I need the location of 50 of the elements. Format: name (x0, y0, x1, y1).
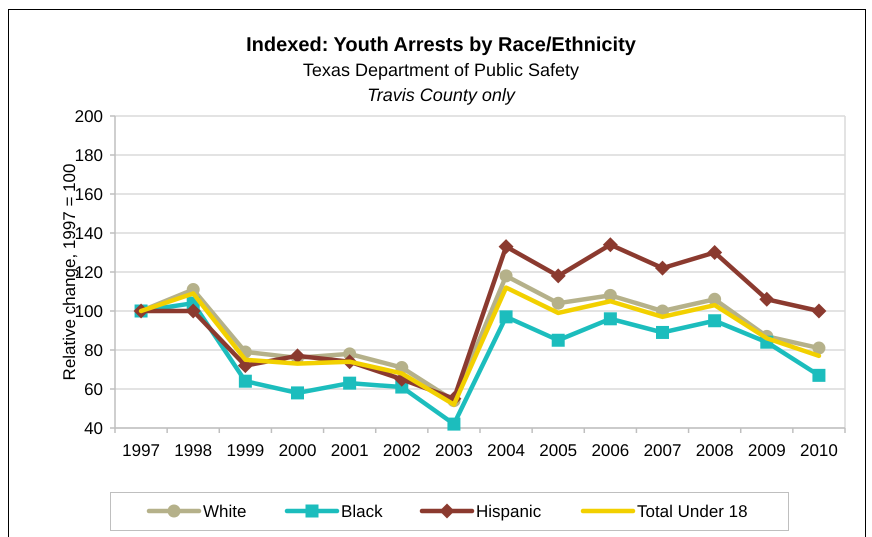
point (290, 348, 305, 364)
x-tick-label: 2000 (278, 441, 316, 460)
y-tick-label: 180 (74, 146, 103, 165)
x-tick-label: 2005 (539, 441, 578, 460)
point (708, 314, 722, 328)
legend-label: Hispanic (476, 502, 542, 521)
x-tick-label: 2010 (800, 441, 838, 460)
y-tick-label: 160 (74, 185, 103, 204)
point (550, 268, 566, 284)
x-tick-label: 2008 (696, 441, 734, 460)
point (500, 310, 513, 324)
x-tick-label: 2006 (591, 441, 630, 460)
legend-label: Total Under 18 (637, 502, 748, 521)
point (707, 245, 722, 260)
y-tick-label: 80 (84, 341, 103, 360)
chart-title: Indexed: Youth Arrests by Race/Ethnicity (246, 34, 637, 56)
point (447, 418, 460, 431)
point (186, 304, 201, 318)
y-tick-label: 200 (74, 107, 103, 126)
legend-label: Black (341, 502, 384, 521)
point (552, 334, 565, 347)
point (238, 374, 252, 388)
point (759, 292, 774, 307)
point (655, 260, 670, 276)
y-tick-label: 40 (84, 419, 103, 438)
x-tick-label: 2007 (644, 441, 682, 460)
point (343, 376, 356, 390)
x-tick-label: 2002 (382, 441, 421, 460)
x-tick-label: 1998 (174, 441, 212, 460)
point (552, 296, 565, 310)
y-tick-label: 140 (74, 224, 103, 243)
point (812, 368, 826, 382)
x-tick-label: 2009 (748, 441, 786, 460)
point (656, 326, 669, 339)
x-tick-label: 2003 (435, 441, 473, 460)
text: Travis County only (367, 85, 516, 105)
legend-label: White (203, 502, 246, 521)
y-tick-label: 60 (84, 380, 103, 399)
chart-subtitle: Texas Department of Public Safety (302, 60, 580, 80)
point (498, 239, 514, 254)
point (602, 237, 618, 252)
x-tick-label: 2004 (487, 441, 525, 460)
point (291, 386, 304, 400)
point (812, 342, 826, 355)
point (811, 304, 826, 318)
point (500, 269, 513, 282)
x-tick-label: 2001 (330, 441, 369, 460)
point (604, 312, 617, 326)
x-tick-label: 1999 (226, 441, 264, 460)
x-tick-label: 1997 (122, 441, 160, 460)
